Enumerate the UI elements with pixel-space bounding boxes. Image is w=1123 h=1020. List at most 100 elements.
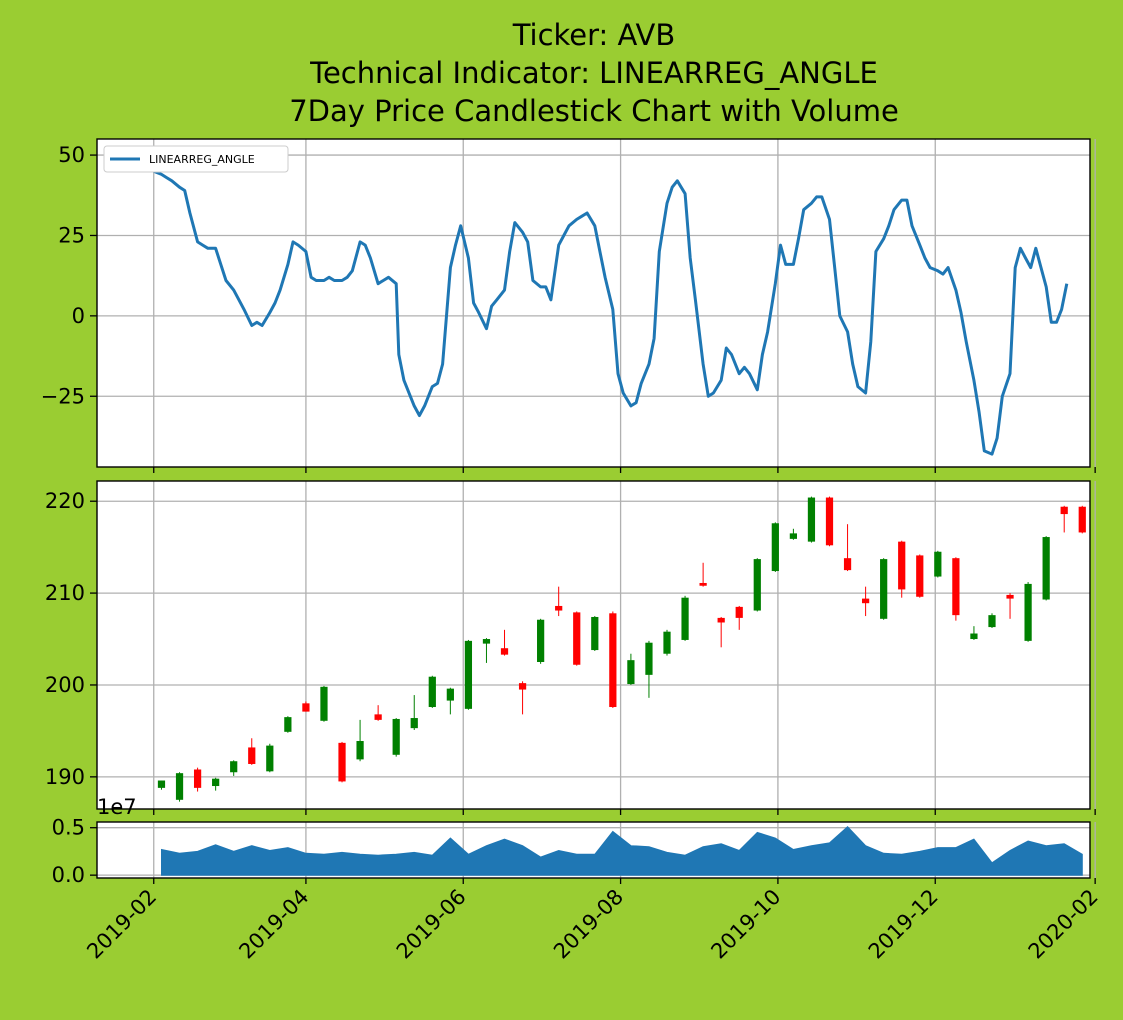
candle-body-41	[898, 541, 906, 590]
candle-13	[392, 718, 400, 757]
candle-9	[320, 685, 328, 722]
candle-31	[717, 616, 725, 648]
candle-body-8	[302, 703, 310, 712]
candle-30	[699, 562, 707, 587]
candle-body-48	[1024, 583, 1032, 641]
candle-body-26	[627, 660, 635, 685]
candle-17	[464, 639, 473, 710]
indicator-plot-area	[97, 139, 1090, 467]
volume-frame	[96, 821, 1091, 879]
candle-body-24	[591, 616, 599, 651]
candle-body-43	[934, 551, 942, 577]
indicator-ytick-label-2: 0	[72, 304, 85, 328]
candle-50	[1060, 505, 1068, 533]
indicator-frame	[96, 138, 1091, 468]
candle-body-42	[916, 555, 924, 597]
candle-body-21	[537, 619, 545, 662]
candle-frame	[96, 480, 1091, 810]
x-tick-label-4: 2019-10	[706, 885, 785, 964]
candle-body-37	[825, 497, 834, 546]
candle-body-44	[952, 558, 960, 616]
candle-body-25	[609, 613, 617, 708]
candle-45	[970, 626, 978, 640]
candle-body-11	[356, 741, 364, 760]
candle-4	[230, 760, 238, 776]
candle-43	[934, 550, 942, 578]
candle-ytick-label-0: 220	[45, 489, 85, 513]
title-line-1: Ticker: AVB	[512, 18, 676, 52]
date-x-axis: 2019-02 2019-04 2019-06 2019-08 2019-10 2019-…	[82, 885, 1102, 964]
candle-body-3	[212, 778, 220, 787]
candle-35	[789, 528, 798, 540]
candle-14	[410, 695, 418, 730]
x-tick-label-2: 2019-06	[392, 885, 471, 964]
volume-panel: 0.5 0.0 1e7	[52, 795, 1096, 887]
candle-41	[898, 540, 906, 598]
candle-ytick-label-1: 210	[45, 581, 85, 605]
candle-body-2	[193, 769, 202, 788]
candle-body-14	[410, 718, 418, 729]
candle-body-36	[807, 497, 816, 542]
x-tick-label-1: 2019-04	[234, 885, 313, 964]
candle-8	[302, 701, 310, 712]
legend-label: LINEARREG_ANGLE	[149, 153, 255, 166]
candle-49	[1042, 536, 1050, 601]
candle-0	[157, 780, 166, 790]
candle-body-20	[518, 683, 527, 690]
indicator-series-line	[153, 169, 1069, 456]
figure-title: Ticker: AVB Technical Indicator: LINEARR…	[289, 18, 899, 128]
candlestick-panel: 220 210 200 190	[45, 480, 1096, 815]
candle-body-0	[157, 780, 166, 788]
volume-ytick-label-0: 0.5	[52, 816, 85, 840]
candle-20	[518, 681, 527, 715]
candle-body-12	[374, 714, 382, 720]
candle-body-7	[284, 717, 292, 732]
candle-body-28	[663, 631, 671, 654]
candle-body-27	[645, 642, 653, 675]
candle-body-13	[392, 718, 400, 755]
candle-body-46	[988, 615, 996, 628]
x-tick-label-5: 2019-12	[864, 885, 943, 964]
candle-23	[573, 611, 581, 666]
candle-body-1	[175, 773, 184, 800]
candle-24	[591, 616, 599, 651]
candle-body-35	[789, 533, 798, 539]
candle-3	[212, 777, 220, 791]
candle-ytick-label-3: 190	[45, 765, 85, 789]
volume-offset-label: 1e7	[97, 795, 137, 819]
candle-body-9	[320, 686, 328, 721]
candle-12	[374, 705, 382, 721]
candle-body-22	[555, 605, 563, 611]
indicator-ytick-label-0: 50	[58, 143, 85, 167]
candle-36	[807, 496, 816, 543]
candle-2	[193, 767, 202, 792]
candle-body-45	[970, 633, 978, 640]
indicator-panel: 50 25 0 −25 LINEARREG_ANGLE	[41, 138, 1096, 473]
candle-body-34	[771, 523, 779, 572]
candle-body-50	[1060, 506, 1068, 515]
x-tick-label-3: 2019-08	[549, 885, 628, 964]
candle-22	[555, 586, 563, 617]
candle-body-30	[699, 582, 707, 586]
candle-body-6	[266, 745, 274, 772]
legend-box	[103, 145, 289, 173]
candle-42	[916, 554, 924, 598]
candle-body-15	[428, 676, 436, 708]
candle-body-10	[338, 742, 346, 782]
candle-body-32	[735, 606, 743, 618]
candle-1	[175, 772, 184, 802]
candle-18	[482, 638, 491, 663]
candle-body-5	[248, 747, 256, 764]
candle-body-38	[843, 558, 852, 571]
candle-body-40	[880, 559, 888, 619]
candle-44	[952, 557, 960, 621]
candle-48	[1024, 582, 1032, 642]
candle-21	[537, 618, 545, 664]
candle-body-16	[446, 688, 454, 701]
candle-body-33	[753, 559, 761, 611]
title-line-2: Technical Indicator: LINEARREG_ANGLE	[309, 56, 878, 90]
candle-body-29	[681, 597, 689, 640]
candle-10	[338, 741, 346, 783]
candle-46	[988, 613, 996, 629]
